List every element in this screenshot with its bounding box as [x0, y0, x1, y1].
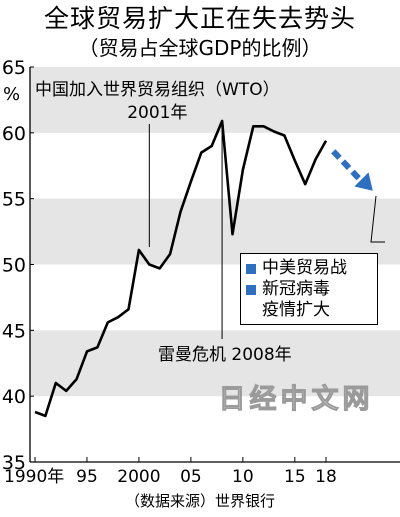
x-tick-label: 10 — [232, 467, 254, 487]
legend-item-trade-war: 中美贸易战 — [246, 258, 377, 279]
annotation-lehman: 雷曼危机 2008年 — [158, 345, 292, 365]
annotation-wto-line1: 中国加入世界贸易组织（WTO） — [35, 80, 280, 100]
data-line — [34, 119, 328, 418]
x-tick-label: 05 — [180, 467, 202, 487]
legend-item-pandemic: 新冠病毒 疫情扩大 — [246, 279, 377, 321]
annotation-wto-line2: 2001年 — [127, 103, 187, 123]
y-tick-label: 45 — [2, 320, 26, 342]
legend: 中美贸易战 新冠病毒 疫情扩大 — [240, 253, 378, 325]
legend-swatch — [246, 285, 256, 295]
trend-arrow-shaft — [331, 149, 369, 189]
y-tick-label: 50 — [2, 255, 26, 277]
x-tick-label: 18 — [315, 467, 337, 487]
axes — [29, 66, 400, 463]
background-band — [30, 330, 400, 397]
legend-swatch — [246, 264, 256, 274]
x-tick-label: 2000 — [117, 467, 160, 487]
y-tick-label: 65 — [2, 57, 26, 79]
chart-subtitle: （贸易占全球GDP的比例） — [78, 36, 322, 60]
y-tick-label: 60 — [2, 123, 26, 145]
source-note: （数据来源）世界银行 — [124, 492, 275, 510]
plot-area — [34, 119, 373, 418]
background-bands — [30, 67, 400, 397]
y-tick-label: 55 — [2, 189, 26, 211]
annotation-lines — [148, 123, 385, 339]
legend-label: 中美贸易战 — [262, 258, 347, 278]
x-tick-label: 95 — [76, 467, 98, 487]
chart-title: 全球贸易扩大正在失去势头 — [43, 4, 356, 33]
y-tick-label: 35 — [2, 452, 26, 474]
x-tick-label: 15 — [284, 467, 306, 487]
x-tick-label: 1990年 — [4, 467, 64, 487]
trend-arrow-head — [354, 172, 373, 191]
watermark: 日经中文网 — [218, 384, 374, 416]
axis-labels: 35 40 45 50 55 60 65% 1990年 95 2000 05 10 15 18 中国加入世界… — [2, 57, 337, 487]
background-band — [30, 67, 400, 133]
legend-callout-line — [370, 195, 385, 243]
y-unit-label: % — [3, 84, 20, 105]
legend-label: 新冠病毒 疫情扩大 — [262, 279, 330, 320]
y-tick-label: 40 — [2, 386, 26, 408]
